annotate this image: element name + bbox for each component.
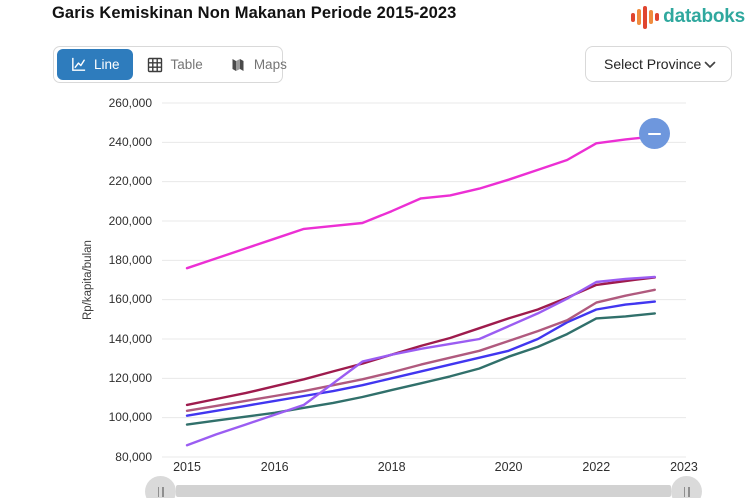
- series-line-dark-red[interactable]: [185, 276, 656, 407]
- y-axis-title: Rp/kapita/bulan: [82, 240, 94, 321]
- series-line-teal[interactable]: [185, 312, 656, 426]
- x-tick-label: 2018: [377, 460, 406, 474]
- y-tick-label: 120,000: [108, 370, 152, 385]
- y-tick-label: 220,000: [108, 174, 152, 189]
- logo-text: databoks: [663, 6, 745, 27]
- tab-line-label: Line: [94, 57, 120, 72]
- y-tick-label: 140,000: [108, 331, 152, 346]
- x-tick-label: 2016: [260, 460, 289, 474]
- slider-handle-left[interactable]: [145, 476, 176, 498]
- x-tick-label: 2020: [494, 460, 523, 474]
- tab-maps[interactable]: Maps: [216, 49, 300, 80]
- tab-line[interactable]: Line: [57, 49, 133, 80]
- chevron-down-icon: [704, 56, 716, 72]
- series-line-rose[interactable]: [185, 288, 656, 412]
- series-line-magenta[interactable]: [185, 135, 656, 270]
- y-tick-label: 160,000: [108, 292, 152, 307]
- province-select-label: Select Province: [604, 56, 702, 72]
- table-grid-icon: [146, 56, 164, 74]
- y-tick-label: 200,000: [108, 213, 152, 228]
- databoks-logo[interactable]: databoks: [631, 4, 745, 30]
- x-tick-label: 2015: [173, 460, 201, 474]
- folded-map-icon: [229, 56, 247, 74]
- y-tick-label: 180,000: [108, 252, 152, 267]
- view-switcher: Line Table Maps: [53, 46, 287, 83]
- series-line-blue[interactable]: [185, 300, 656, 417]
- province-select[interactable]: Select Province: [585, 46, 732, 82]
- tab-table[interactable]: Table: [133, 49, 216, 80]
- x-tick-label: 2022: [582, 460, 611, 474]
- grip-icon: [157, 486, 159, 497]
- tab-table-label: Table: [170, 57, 203, 72]
- page-title: Garis Kemiskinan Non Makanan Periode 201…: [52, 4, 457, 22]
- x-tick-label: 2023: [670, 460, 698, 474]
- y-tick-label: 80,000: [115, 449, 152, 464]
- series-line-violet[interactable]: [185, 275, 656, 447]
- slider-track[interactable]: [176, 485, 671, 497]
- minus-icon: [648, 132, 662, 136]
- series-end-marker[interactable]: [639, 118, 671, 150]
- y-tick-label: 240,000: [108, 134, 152, 149]
- tab-maps-label: Maps: [253, 57, 287, 72]
- logo-bars-icon: [631, 4, 660, 30]
- slider-handle-right[interactable]: [671, 476, 702, 498]
- grip-icon: [683, 486, 685, 497]
- y-tick-label: 260,000: [108, 95, 152, 110]
- line-chart-icon: [70, 56, 87, 73]
- y-tick-label: 100,000: [108, 410, 152, 425]
